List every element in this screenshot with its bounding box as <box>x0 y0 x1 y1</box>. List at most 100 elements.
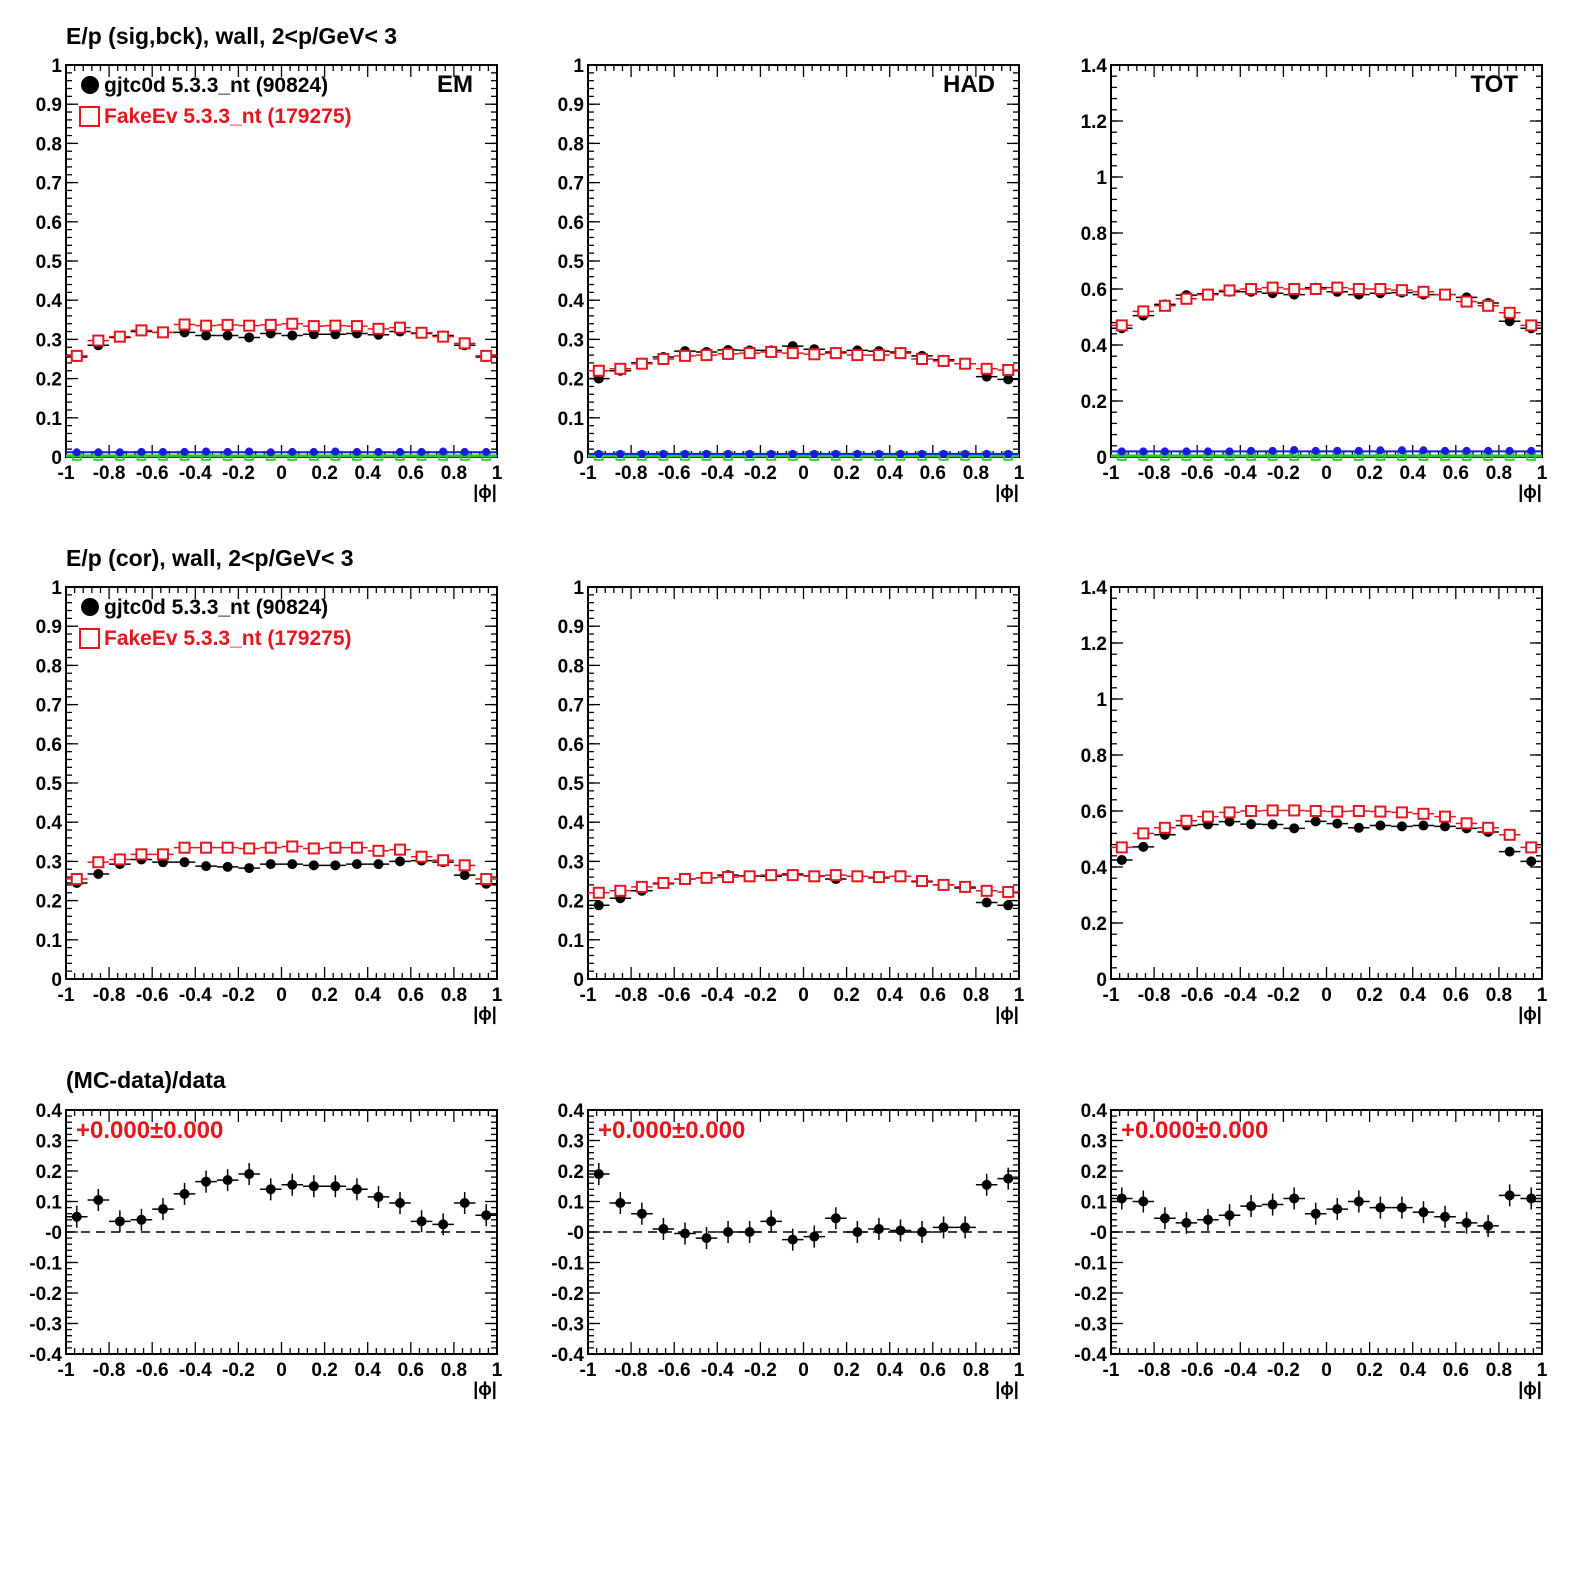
x-tick-label: -0.8 <box>1138 1360 1171 1381</box>
plot-panel-2-2: -1 -0.8 -0.6 -0.4 -0.2 0 0.2 0.4 0.6 0.8 1|ϕ|-0.4-… <box>1074 1101 1547 1399</box>
ratio-point <box>744 1227 755 1237</box>
x-tick-label: -0.4 <box>179 1360 212 1381</box>
ratio-point <box>960 1222 971 1233</box>
mc-series-point <box>1288 283 1301 295</box>
panel-label: EM <box>437 71 473 98</box>
y-tick-label: 0.2 <box>36 370 62 391</box>
y-tick-label: 0 <box>573 448 584 469</box>
mc-series-point <box>372 844 385 857</box>
mc-series-point <box>1223 284 1236 297</box>
mc-series-point <box>113 330 126 343</box>
x-tick-label: -0.2 <box>222 463 255 484</box>
mc-series-point <box>872 871 885 884</box>
mc-series-point <box>765 345 778 358</box>
y-tick-label: 1.2 <box>1081 112 1107 133</box>
x-tick-label: 0 <box>276 463 287 484</box>
mc-series-point <box>959 880 972 893</box>
data-series-point <box>330 860 341 871</box>
mc-series-point <box>200 841 213 854</box>
x-tick-label: -0.6 <box>658 463 691 484</box>
blue-series-point <box>94 448 103 457</box>
mc-series-point <box>135 324 148 337</box>
x-tick-label: -0.2 <box>744 1360 777 1381</box>
blue-series-point <box>1225 447 1234 456</box>
ratio-point <box>1267 1199 1278 1210</box>
y-tick-label: 0.1 <box>36 409 63 430</box>
data-series-point <box>1375 820 1386 831</box>
y-tick-label: 0.2 <box>558 1162 584 1183</box>
ratio-point <box>787 1234 798 1245</box>
mc-series-point <box>1158 299 1171 312</box>
blue-series-point <box>853 449 862 458</box>
y-tick-label: 1 <box>1096 690 1107 711</box>
mc-series-point <box>1288 804 1301 817</box>
y-tick-label: 0.7 <box>558 696 584 717</box>
ratio-point <box>1375 1202 1386 1213</box>
mc-series-point <box>200 319 213 332</box>
ratio-point <box>615 1198 626 1209</box>
y-tick-label: -0.1 <box>29 1254 62 1275</box>
mc-series-point <box>70 349 83 362</box>
blue-series-point <box>1376 446 1385 455</box>
x-tick-label: -0.4 <box>179 463 212 484</box>
blue-series-point <box>180 447 189 456</box>
x-tick-label: 0.4 <box>1399 985 1426 1006</box>
mc-series-point <box>1309 283 1322 295</box>
x-axis-label: |ϕ| <box>473 482 497 502</box>
mc-series-point <box>1460 295 1473 308</box>
y-tick-label: 0.6 <box>1081 280 1107 301</box>
data-series-point <box>1003 374 1014 385</box>
y-tick-label: -0 <box>1090 1223 1107 1244</box>
x-tick-label: -0.2 <box>222 1360 255 1381</box>
y-tick-label: 0.3 <box>36 1132 62 1153</box>
ratio-point <box>459 1198 470 1209</box>
x-tick-label: 0 <box>798 1360 809 1381</box>
x-tick-label: 0.8 <box>963 463 989 484</box>
blue-series-point <box>1311 446 1320 455</box>
y-tick-label: 0.8 <box>558 134 584 155</box>
y-tick-label: 0.8 <box>36 134 62 155</box>
mc-series-point <box>1482 299 1495 312</box>
mc-series-point <box>221 841 234 854</box>
ratio-point <box>136 1214 147 1225</box>
plot-panel-0-2: -1 -0.8 -0.6 -0.4 -0.2 0 0.2 0.4 0.6 0.8 1|ϕ|00.20… <box>1081 56 1548 502</box>
y-tick-label: 0.3 <box>558 330 584 351</box>
x-tick-label: -1 <box>1103 1360 1120 1381</box>
legend-mc-label: FakeEv 5.3.3_nt (179275) <box>104 627 352 650</box>
ratio-point <box>679 1228 690 1239</box>
data-series-point <box>1504 846 1515 857</box>
mc-series-point <box>156 848 169 861</box>
mc-series-point <box>657 353 670 365</box>
blue-series-point <box>1527 446 1536 455</box>
x-tick-label: 0 <box>1321 1360 1332 1381</box>
legend-data-label: gjtc0d 5.3.3_nt (90824) <box>104 596 328 619</box>
mc-series-point <box>1245 283 1258 295</box>
mc-series-point <box>1374 805 1387 818</box>
y-tick-label: 0.2 <box>558 892 584 913</box>
x-tick-label: -1 <box>580 985 597 1006</box>
mc-series-point <box>1525 841 1538 854</box>
data-series-point <box>308 860 319 871</box>
x-tick-label: -0.8 <box>615 985 648 1006</box>
x-tick-label: 0.2 <box>311 463 337 484</box>
y-tick-label: 0.3 <box>36 852 62 873</box>
mc-series-point <box>458 859 471 872</box>
mc-series-point <box>1115 319 1128 332</box>
ratio-point <box>201 1176 212 1187</box>
x-tick-label: 0.2 <box>1356 985 1382 1006</box>
y-tick-label: 0.4 <box>36 1101 63 1122</box>
blue-series-point <box>745 449 754 458</box>
blue-series-point <box>874 449 883 458</box>
y-tick-label: 0.1 <box>558 931 585 952</box>
x-tick-label: -0.6 <box>658 985 691 1006</box>
x-tick-label: 0.6 <box>920 1360 946 1381</box>
data-series-point <box>179 857 190 868</box>
x-tick-label: -0.8 <box>615 463 648 484</box>
mc-series-point <box>1137 305 1150 318</box>
x-tick-label: 0 <box>798 463 809 484</box>
ratio-point <box>308 1181 319 1192</box>
x-tick-label: 0.8 <box>1486 1360 1512 1381</box>
mc-series-point <box>592 364 605 377</box>
x-tick-label: 0.6 <box>398 1360 424 1381</box>
data-series-point <box>1310 816 1321 827</box>
